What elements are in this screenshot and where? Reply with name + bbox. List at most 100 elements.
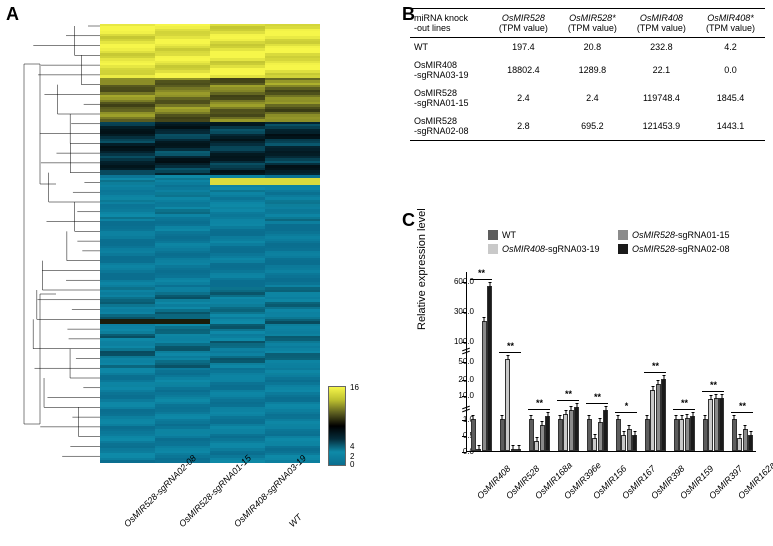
bar	[674, 419, 679, 451]
bar	[534, 441, 539, 451]
bar-group: **	[644, 379, 668, 451]
error-cap	[564, 410, 567, 411]
error-cap	[559, 415, 562, 416]
legend-swatch	[618, 244, 628, 254]
bar	[737, 438, 742, 451]
bar	[563, 414, 568, 451]
bar-group: **	[557, 407, 581, 451]
bar-group: **	[702, 398, 726, 451]
error-bar	[681, 416, 682, 420]
panel-b-table: miRNA knock-out linesOsMIR528(TPM value)…	[410, 8, 765, 148]
error-cap	[651, 386, 654, 387]
error-bar	[618, 416, 619, 420]
error-bar	[658, 381, 659, 385]
legend-item: OsMIR408-sgRNA03-19	[488, 244, 600, 254]
error-bar	[647, 416, 648, 420]
sig-marker: *	[625, 401, 629, 411]
table-row-name: OsMIR528-sgRNA01-15	[410, 84, 489, 112]
error-cap	[530, 415, 533, 416]
sig-bracket	[528, 409, 550, 410]
error-bar	[489, 283, 490, 287]
table-row-name: OsMIR408-sgRNA03-19	[410, 56, 489, 84]
error-bar	[692, 413, 693, 417]
table-cell: 695.2	[558, 112, 627, 141]
sig-bracket	[470, 279, 492, 280]
error-bar	[721, 395, 722, 399]
error-bar	[750, 432, 751, 436]
error-cap	[541, 421, 544, 422]
bar	[516, 449, 521, 451]
table-cell: 22.1	[627, 56, 696, 84]
error-bar	[484, 318, 485, 322]
table-cell: 20.8	[558, 38, 627, 57]
sig-marker: **	[565, 389, 572, 399]
bar	[529, 419, 534, 451]
heatmap-col-label: WT	[287, 512, 304, 529]
sig-bracket	[644, 372, 666, 373]
table-row-name: WT	[410, 38, 489, 57]
bar	[592, 438, 597, 451]
error-cap	[472, 415, 475, 416]
error-bar	[507, 356, 508, 360]
chart-legend: WT OsMIR408-sgRNA03-19 OsMIR528-sgRNA01-15…	[488, 230, 758, 270]
error-bar	[663, 376, 664, 380]
error-cap	[744, 425, 747, 426]
bar	[476, 449, 481, 451]
bar	[645, 419, 650, 451]
bar	[690, 416, 695, 452]
sig-bracket	[557, 400, 579, 401]
error-cap	[657, 380, 660, 381]
error-bar	[518, 446, 519, 450]
sig-bracket	[615, 412, 637, 413]
error-bar	[502, 416, 503, 420]
chart-plot: *******************	[466, 272, 756, 452]
error-bar	[705, 416, 706, 420]
bar-group: **	[731, 419, 755, 451]
error-cap	[704, 415, 707, 416]
error-bar	[605, 407, 606, 411]
table-row: OsMIR528-sgRNA01-152.42.4119748.41845.4	[410, 84, 765, 112]
error-bar	[536, 438, 537, 442]
bar	[632, 435, 637, 451]
legend-item: OsMIR528-sgRNA01-15	[618, 230, 730, 240]
sig-marker: **	[507, 341, 514, 351]
error-bar	[565, 411, 566, 415]
bar	[471, 419, 476, 451]
legend-tick: 0	[350, 460, 354, 469]
bar	[656, 384, 661, 451]
color-legend-bar	[328, 386, 346, 466]
bar	[587, 419, 592, 451]
table-cell: 1845.4	[696, 84, 765, 112]
table-cell: 1443.1	[696, 112, 765, 141]
chart-ylabel: Relative expression level	[416, 208, 428, 330]
error-cap	[477, 445, 480, 446]
sig-bracket	[731, 412, 753, 413]
error-cap	[691, 412, 694, 413]
table-cell: 121453.9	[627, 112, 696, 141]
table-header-cell: OsMIR528*(TPM value)	[558, 9, 627, 38]
error-bar	[687, 415, 688, 419]
error-bar	[542, 422, 543, 426]
error-cap	[517, 445, 520, 446]
error-cap	[738, 434, 741, 435]
error-cap	[715, 394, 718, 395]
chart-xcat: OsMIR162a	[736, 460, 773, 501]
error-bar	[600, 419, 601, 423]
bar	[500, 419, 505, 451]
legend-label: OsMIR528-sgRNA02-08	[632, 244, 730, 254]
error-cap	[501, 415, 504, 416]
error-bar	[634, 432, 635, 436]
legend-label: WT	[502, 230, 516, 240]
panel-a-heatmap: OsMIR528-sgRNA02-08OsMIR528-sgRNA01-15Os…	[20, 16, 390, 536]
error-bar	[478, 446, 479, 450]
error-bar	[571, 407, 572, 411]
bar	[598, 422, 603, 451]
table-cell: 0.0	[696, 56, 765, 84]
bar-group: *	[615, 419, 639, 451]
table-row: WT197.420.8232.84.2	[410, 38, 765, 57]
error-cap	[720, 394, 723, 395]
panel-label-c: C	[402, 210, 415, 231]
bar	[679, 419, 684, 451]
legend-swatch	[488, 230, 498, 240]
error-cap	[686, 414, 689, 415]
